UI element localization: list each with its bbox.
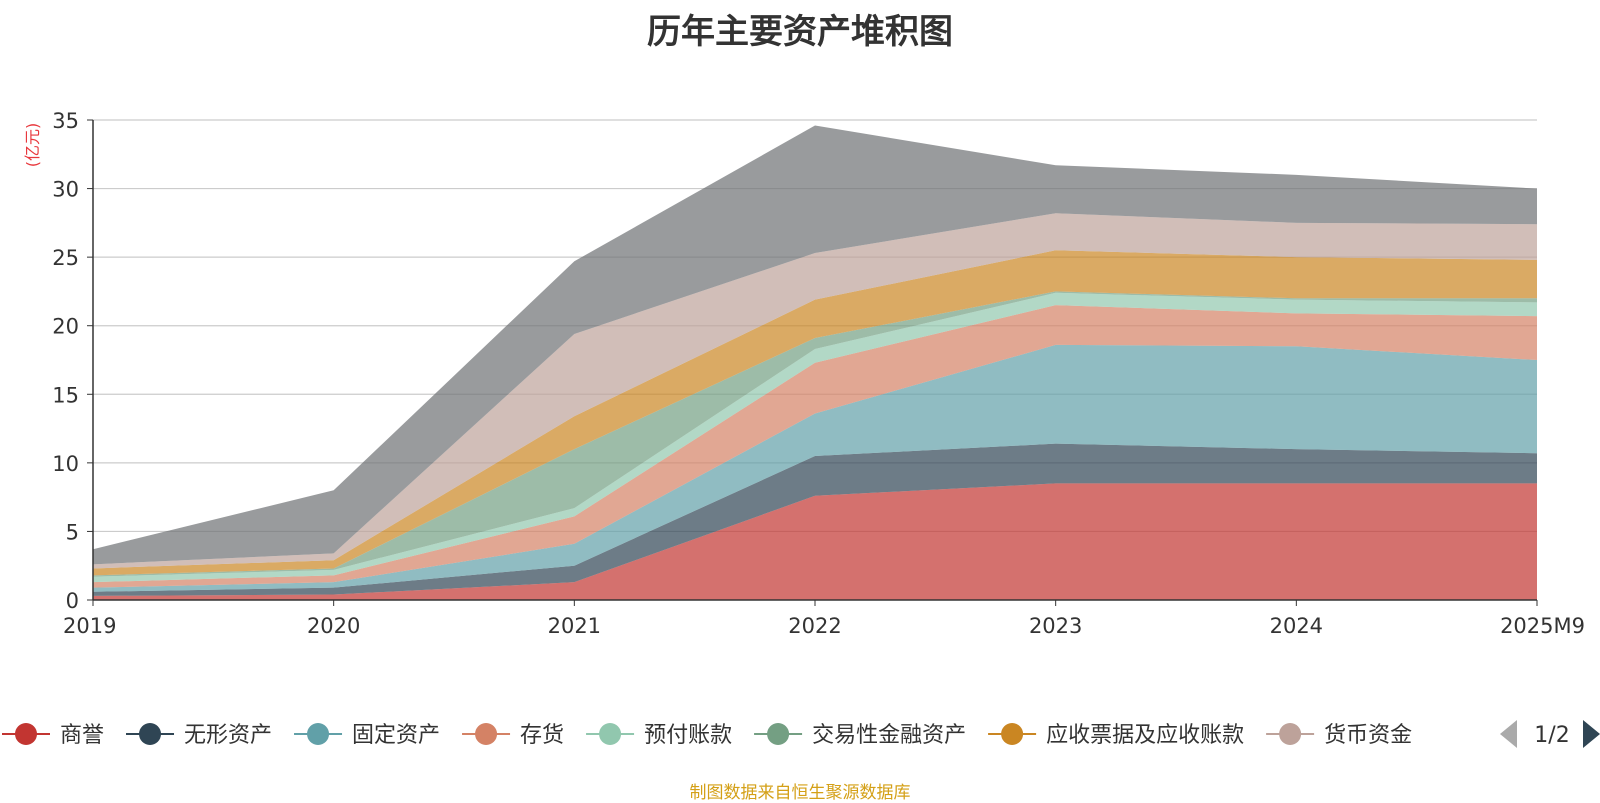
legend-label: 无形资产 [184, 723, 272, 748]
legend-marker-icon [475, 723, 498, 745]
x-tick-label: 2025M9 [1500, 614, 1585, 638]
legend-marker-icon [139, 723, 162, 745]
x-tick-label: 2020 [307, 614, 360, 638]
y-tick-label: 20 [52, 315, 79, 339]
area-series-2 [93, 344, 1537, 592]
area-series-7 [93, 213, 1537, 569]
legend-item-3[interactable]: 存货 [462, 723, 564, 748]
y-axis-label: (亿元) [23, 123, 42, 168]
legend-item-6[interactable]: 应收票据及应收账款 [988, 723, 1244, 748]
area-series-0 [93, 483, 1537, 600]
y-tick-label: 0 [66, 589, 79, 613]
legend-prev-icon[interactable] [1500, 720, 1517, 748]
area-series-group [93, 125, 1537, 600]
y-tick-label: 25 [52, 246, 79, 270]
legend-marker-icon [767, 723, 790, 745]
legend-next-icon[interactable] [1583, 720, 1600, 748]
y-tick-label: 30 [52, 178, 79, 202]
legend-label: 货币资金 [1324, 723, 1412, 748]
legend-label: 应收票据及应收账款 [1046, 723, 1244, 748]
legend-item-2[interactable]: 固定资产 [294, 723, 440, 748]
x-tick-label: 2019 [63, 614, 116, 638]
legend-label: 交易性金融资产 [812, 723, 966, 748]
axes: (亿元) 0 5 10 15 20 25 30 35 2019 2020 2021 2022 2023 2… [23, 109, 1585, 638]
legend-label: 商誉 [60, 723, 104, 748]
x-tick-label: 2024 [1270, 614, 1323, 638]
legend-item-7[interactable]: 货币资金 [1266, 723, 1412, 748]
x-tick-label: 2021 [548, 614, 601, 638]
legend: 商誉 无形资产 固定资产 存货 预付账款 交易性金融资产 应收票据及应收账款 货币资金 [2, 723, 1412, 748]
data-source-footer: 制图数据来自恒生聚源数据库 [689, 783, 911, 803]
area-series-4 [93, 292, 1537, 583]
x-tick-label: 2022 [788, 614, 841, 638]
legend-marker-icon [599, 723, 622, 745]
area-series-3 [93, 305, 1537, 588]
legend-item-5[interactable]: 交易性金融资产 [754, 723, 966, 748]
area-series-1 [93, 443, 1537, 596]
legend-label: 固定资产 [352, 723, 440, 748]
y-tick-label: 35 [52, 109, 79, 133]
x-tick-label: 2023 [1029, 614, 1082, 638]
y-tick-label: 10 [52, 452, 79, 476]
legend-item-1[interactable]: 无形资产 [126, 723, 272, 748]
legend-marker-icon [1001, 723, 1024, 745]
legend-label: 预付账款 [644, 723, 732, 748]
area-series-5 [93, 291, 1537, 577]
y-tick-label: 15 [52, 383, 79, 407]
legend-marker-icon [307, 723, 330, 745]
legend-page-indicator: 1/2 [1534, 723, 1569, 748]
chart-title: 历年主要资产堆积图 [647, 12, 953, 52]
legend-item-0[interactable]: 商誉 [2, 723, 104, 748]
area-series-6 [93, 250, 1537, 576]
legend-marker-icon [15, 723, 37, 745]
y-tick-label: 5 [66, 520, 79, 544]
legend-pager: 1/2 [1500, 720, 1600, 748]
legend-label: 存货 [520, 723, 564, 748]
area-series-8 [93, 125, 1537, 565]
legend-item-4[interactable]: 预付账款 [586, 723, 732, 748]
legend-marker-icon [1279, 723, 1302, 745]
